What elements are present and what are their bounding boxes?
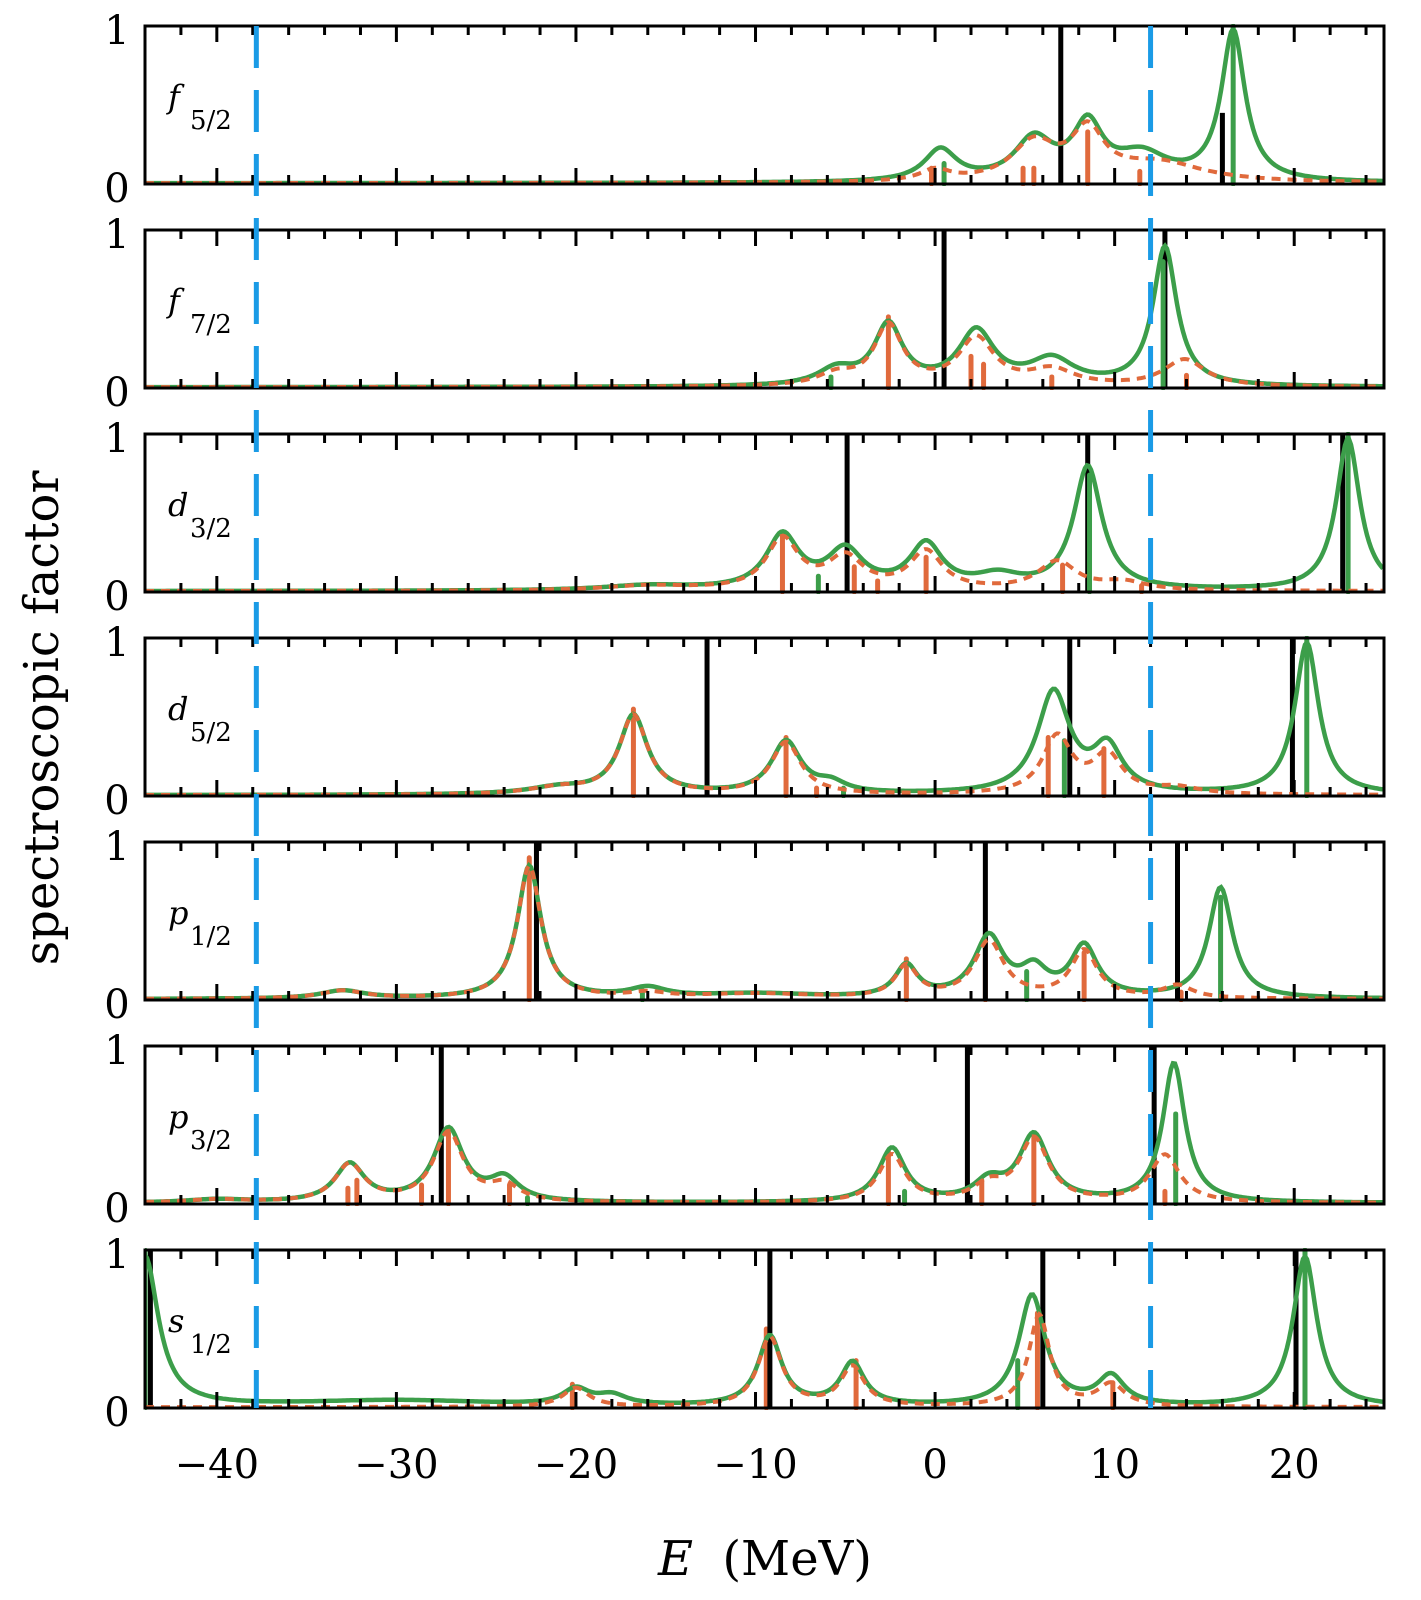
panel-label: f	[166, 78, 185, 116]
x-tick-label: 20	[1269, 1442, 1320, 1488]
orange-dashed-curve	[145, 533, 1383, 593]
panel-frame	[143, 840, 1386, 1002]
panel-plot-area	[145, 24, 1384, 186]
y-tick-label-1: 1	[104, 1028, 129, 1074]
panel-d-3-2: 1 0 d3/2	[104, 416, 1386, 620]
y-tick-label-1: 1	[104, 416, 129, 462]
x-tick-label: 10	[1089, 1442, 1140, 1488]
panel-p-1-2: 1 0 p1/2	[104, 824, 1386, 1028]
panel-label-subscript: 3/2	[190, 514, 232, 544]
y-tick-label-1: 1	[104, 824, 129, 870]
x-axis-title: E (MeV)	[657, 1531, 872, 1587]
green-curve	[145, 24, 1384, 186]
panel-label-subscript: 5/2	[190, 106, 232, 136]
y-tick-label-1: 1	[104, 212, 129, 258]
x-axis-title-var: E	[657, 1531, 693, 1587]
panel-label: f	[166, 282, 185, 320]
panel-plot-area	[145, 1046, 1383, 1206]
green-curve	[145, 861, 1383, 1001]
panel-frame	[143, 228, 1386, 390]
y-tick-label-0: 0	[104, 1186, 129, 1232]
panel-label: p	[168, 1098, 188, 1136]
green-curve	[145, 436, 1384, 594]
panel-frame	[143, 432, 1386, 594]
panel-label-subscript: 3/2	[190, 1126, 232, 1156]
y-tick-label-1: 1	[104, 1232, 129, 1278]
orange-dashed-curve	[145, 1128, 1383, 1205]
x-tick-label: −20	[534, 1442, 618, 1488]
y-tick-label-0: 0	[104, 166, 129, 212]
panel-label-subscript: 5/2	[190, 718, 232, 748]
panel-d-5-2: 1 0 d5/2	[104, 620, 1386, 824]
panel-frame	[143, 1044, 1386, 1206]
panel-plot-area	[145, 636, 1384, 798]
x-tick-label: −10	[713, 1442, 797, 1488]
panel-label: d	[168, 690, 188, 728]
panel-label-subscript: 1/2	[190, 1330, 232, 1360]
y-tick-label-0: 0	[104, 982, 129, 1028]
green-curve	[145, 1060, 1383, 1205]
panel-plot-area	[145, 1248, 1384, 1410]
panel-label: s	[168, 1302, 184, 1340]
x-tick-label: −40	[175, 1442, 259, 1488]
x-tick-label: −30	[354, 1442, 438, 1488]
x-axis-title-unit: (MeV)	[722, 1531, 872, 1587]
y-tick-label-0: 0	[104, 574, 129, 620]
orange-dashed-curve	[145, 320, 1384, 390]
panel-f-7-2: 1 0 f7/2	[104, 212, 1386, 416]
panel-p-3-2: 1 0 p3/2	[104, 1028, 1386, 1232]
panel-frame	[143, 1248, 1386, 1410]
panel-s-1-2: 1 0 s1/2	[104, 1232, 1386, 1436]
orange-dashed-curve	[145, 1311, 1383, 1410]
y-tick-label-0: 0	[104, 370, 129, 416]
x-axis: −40 −30 −20 −10 0 10 20	[175, 1442, 1320, 1488]
y-tick-label-0: 0	[104, 1390, 129, 1436]
orange-dashed-curve	[145, 862, 1383, 1001]
panel-plot-area	[145, 230, 1384, 390]
x-tick-label: 0	[922, 1442, 947, 1488]
panel-plot-area	[145, 432, 1384, 594]
panel-frame	[143, 636, 1386, 798]
y-tick-label-1: 1	[104, 8, 129, 54]
y-tick-label-0: 0	[104, 778, 129, 824]
y-axis-title: spectroscopic factor	[14, 471, 70, 966]
panel-f-5-2: 1 0 f5/2	[104, 8, 1386, 212]
y-tick-label-1: 1	[104, 620, 129, 666]
panel-label-subscript: 7/2	[190, 310, 232, 340]
panel-frame	[143, 24, 1386, 186]
panel-label: p	[168, 894, 188, 932]
panel-label-subscript: 1/2	[190, 922, 232, 952]
panel-plot-area	[145, 842, 1383, 1002]
panels: 10f5/210f7/210d3/210d5/210p1/210p3/210s1…	[104, 8, 1386, 1436]
panel-label: d	[168, 486, 188, 524]
orange-dashed-curve	[145, 711, 1383, 797]
